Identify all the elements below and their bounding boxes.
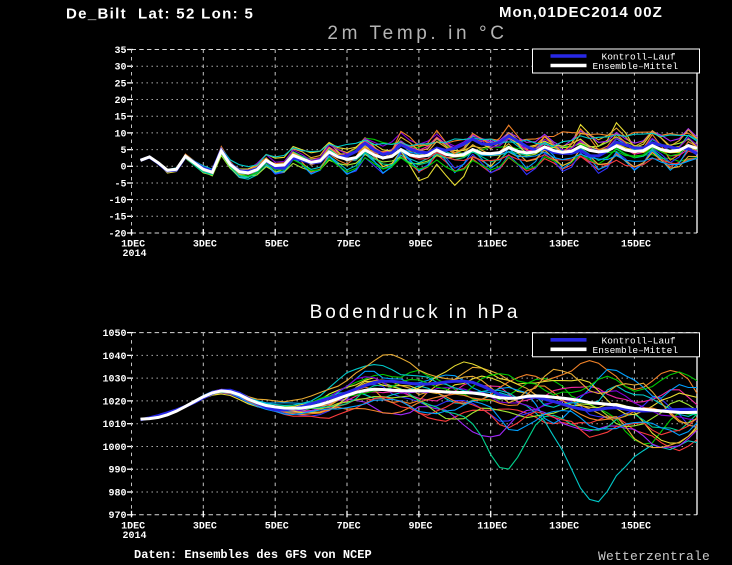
svg-text:9DEC: 9DEC	[408, 521, 432, 532]
svg-text:1000: 1000	[102, 443, 126, 454]
svg-text:970: 970	[108, 511, 126, 522]
svg-text:Bodendruck in hPa: Bodendruck in hPa	[310, 302, 521, 323]
svg-text:Ensemble–Mittel: Ensemble–Mittel	[593, 61, 679, 72]
svg-text:11DEC: 11DEC	[477, 521, 507, 532]
svg-text:15DEC: 15DEC	[621, 521, 651, 532]
svg-text:5DEC: 5DEC	[265, 521, 289, 532]
svg-text:25: 25	[114, 79, 126, 90]
svg-text:Kontroll–Lauf: Kontroll–Lauf	[602, 52, 676, 63]
svg-text:20: 20	[114, 96, 126, 107]
svg-text:Mon,01DEC2014 00Z: Mon,01DEC2014 00Z	[499, 4, 663, 21]
svg-text:1040: 1040	[102, 352, 126, 363]
svg-text:1020: 1020	[102, 397, 126, 408]
svg-text:10: 10	[114, 129, 126, 140]
svg-text:15: 15	[114, 113, 126, 124]
svg-text:0: 0	[120, 163, 126, 174]
svg-text:5: 5	[120, 146, 126, 157]
svg-text:9DEC: 9DEC	[408, 240, 432, 251]
svg-text:2014: 2014	[122, 249, 146, 260]
svg-text:980: 980	[108, 488, 126, 499]
svg-text:-20: -20	[108, 229, 126, 240]
svg-text:3DEC: 3DEC	[193, 240, 217, 251]
svg-text:11DEC: 11DEC	[477, 240, 507, 251]
svg-text:30: 30	[114, 63, 126, 74]
svg-text:990: 990	[108, 466, 126, 477]
svg-text:1DEC: 1DEC	[121, 240, 145, 251]
svg-text:-15: -15	[108, 213, 126, 224]
svg-text:1010: 1010	[102, 420, 126, 431]
svg-text:Ensemble–Mittel: Ensemble–Mittel	[593, 345, 679, 356]
svg-text:13DEC: 13DEC	[549, 521, 579, 532]
svg-text:35: 35	[114, 46, 126, 57]
svg-text:2014: 2014	[122, 531, 146, 542]
svg-text:15DEC: 15DEC	[621, 240, 651, 251]
svg-text:Kontroll–Lauf: Kontroll–Lauf	[602, 335, 676, 346]
svg-text:1030: 1030	[102, 375, 126, 386]
svg-text:3DEC: 3DEC	[193, 521, 217, 532]
svg-text:-5: -5	[114, 179, 126, 190]
svg-text:7DEC: 7DEC	[337, 521, 361, 532]
svg-text:-10: -10	[108, 196, 126, 207]
svg-text:1050: 1050	[102, 329, 126, 340]
svg-text:Daten: Ensembles des GFS von N: Daten: Ensembles des GFS von NCEP	[134, 548, 372, 562]
svg-text:1DEC: 1DEC	[121, 521, 145, 532]
svg-text:Wetterzentrale: Wetterzentrale	[598, 549, 710, 564]
svg-text:2m Temp. in °C: 2m Temp. in °C	[327, 23, 507, 44]
svg-text:5DEC: 5DEC	[265, 240, 289, 251]
svg-text:De_Bilt Lat: 52 Lon: 5: De_Bilt Lat: 52 Lon: 5	[66, 6, 254, 23]
svg-text:13DEC: 13DEC	[549, 240, 579, 251]
svg-text:7DEC: 7DEC	[337, 240, 361, 251]
